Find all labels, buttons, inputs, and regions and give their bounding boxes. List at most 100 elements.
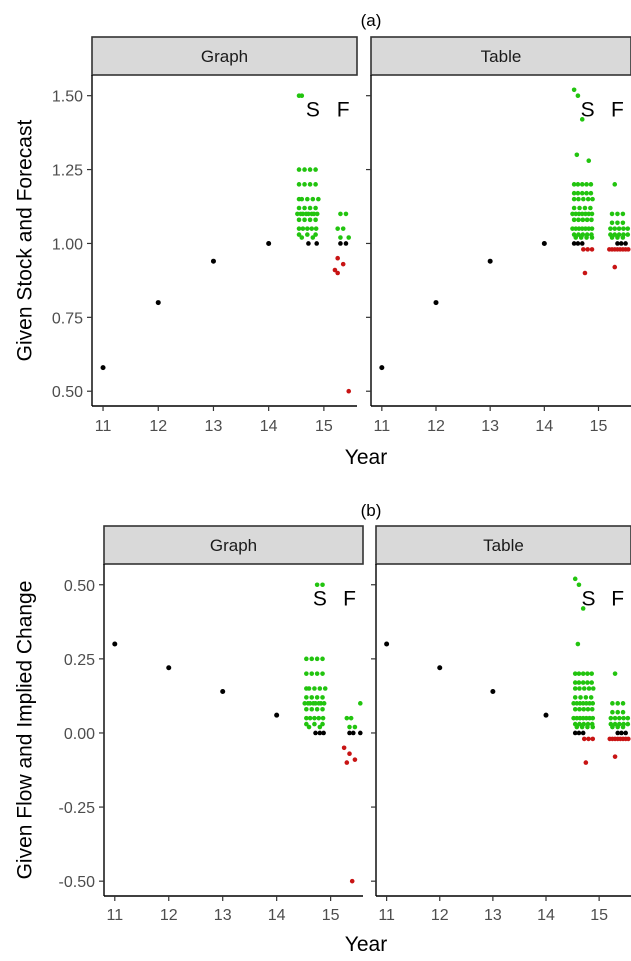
- point-green: [304, 671, 309, 676]
- point-green: [296, 226, 302, 231]
- point-green: [610, 724, 615, 730]
- point-red: [335, 255, 340, 261]
- point-green: [577, 701, 583, 706]
- x-tick-label: 12: [427, 418, 445, 435]
- point-black: [618, 241, 624, 246]
- point-red: [612, 754, 618, 759]
- annotation-f: F: [611, 588, 624, 611]
- point-green: [347, 724, 352, 730]
- point-green: [588, 695, 594, 700]
- point-green: [320, 706, 325, 712]
- given-point: [433, 300, 439, 306]
- point-green: [574, 715, 580, 721]
- point-green: [571, 217, 577, 223]
- point-black: [623, 730, 628, 736]
- point-green: [312, 715, 317, 721]
- point-green: [590, 701, 596, 706]
- point-green: [590, 196, 595, 202]
- point-green: [584, 217, 590, 223]
- point-green: [296, 217, 302, 223]
- point-green: [579, 190, 585, 196]
- point-green: [573, 211, 579, 217]
- point-green: [581, 706, 587, 712]
- point-red: [582, 270, 588, 276]
- point-green: [620, 235, 626, 240]
- point-green: [299, 93, 305, 98]
- point-green: [307, 167, 313, 172]
- point-green: [575, 190, 581, 196]
- point-black: [615, 241, 620, 246]
- x-tick-label: 12: [160, 907, 178, 924]
- point-green: [309, 695, 315, 700]
- point-green: [580, 606, 586, 611]
- point-green: [348, 715, 354, 721]
- point-red: [625, 247, 631, 252]
- point-green: [625, 721, 631, 727]
- point-black: [358, 730, 363, 736]
- point-green: [296, 205, 302, 211]
- y-tick-label: 0.25: [64, 652, 95, 669]
- point-green: [317, 686, 323, 691]
- annotation-s: S: [313, 588, 327, 611]
- point-green: [340, 226, 346, 231]
- x-tick-label: 15: [590, 418, 608, 435]
- point-green: [610, 701, 615, 706]
- point-green: [586, 158, 592, 164]
- point-green: [317, 724, 323, 730]
- point-green: [583, 211, 588, 217]
- point-green: [576, 671, 582, 676]
- point-green: [577, 715, 583, 721]
- point-green: [570, 226, 575, 231]
- point-green: [583, 226, 588, 231]
- point-green: [612, 232, 618, 237]
- point-red: [344, 760, 350, 765]
- point-red: [586, 736, 591, 742]
- x-axis-label: Year: [345, 446, 387, 469]
- point-red: [347, 751, 352, 757]
- annotation-s: S: [581, 588, 595, 611]
- annotation-s: S: [581, 98, 595, 121]
- point-green: [305, 226, 310, 231]
- point-green: [573, 235, 579, 240]
- point-green: [584, 701, 589, 706]
- point-black: [579, 241, 585, 246]
- point-green: [321, 701, 327, 706]
- point-green: [335, 226, 340, 231]
- given-point: [379, 365, 385, 371]
- point-green: [576, 226, 582, 231]
- point-green: [312, 686, 317, 691]
- y-axis-label: Given Stock and Forecast: [14, 120, 37, 362]
- point-black: [580, 730, 586, 736]
- given-point: [155, 300, 161, 306]
- x-tick-label: 11: [95, 418, 112, 435]
- point-green: [625, 715, 631, 721]
- point-red: [626, 736, 631, 742]
- point-black: [615, 730, 621, 736]
- point-green: [586, 211, 592, 217]
- strip-title: Table: [481, 47, 522, 66]
- point-green: [571, 715, 576, 721]
- point-green: [571, 182, 577, 187]
- point-green: [585, 724, 590, 730]
- point-green: [304, 715, 309, 721]
- annotation-f: F: [611, 98, 624, 121]
- annotation-s: S: [306, 98, 320, 121]
- point-green: [579, 117, 585, 122]
- point-green: [578, 235, 584, 240]
- point-green: [313, 701, 318, 706]
- point-green: [615, 220, 620, 226]
- point-green: [309, 226, 315, 231]
- point-green: [581, 196, 586, 202]
- point-green: [609, 235, 615, 240]
- point-green: [320, 721, 325, 727]
- point-green: [585, 196, 591, 202]
- point-green: [306, 211, 311, 217]
- point-green: [590, 715, 596, 721]
- x-tick-label: 12: [149, 418, 167, 435]
- given-point: [220, 688, 226, 694]
- figure-label: (a): [361, 11, 382, 30]
- x-tick-label: 15: [322, 907, 340, 924]
- given-point: [437, 665, 443, 671]
- point-green: [343, 211, 349, 217]
- point-green: [358, 701, 363, 706]
